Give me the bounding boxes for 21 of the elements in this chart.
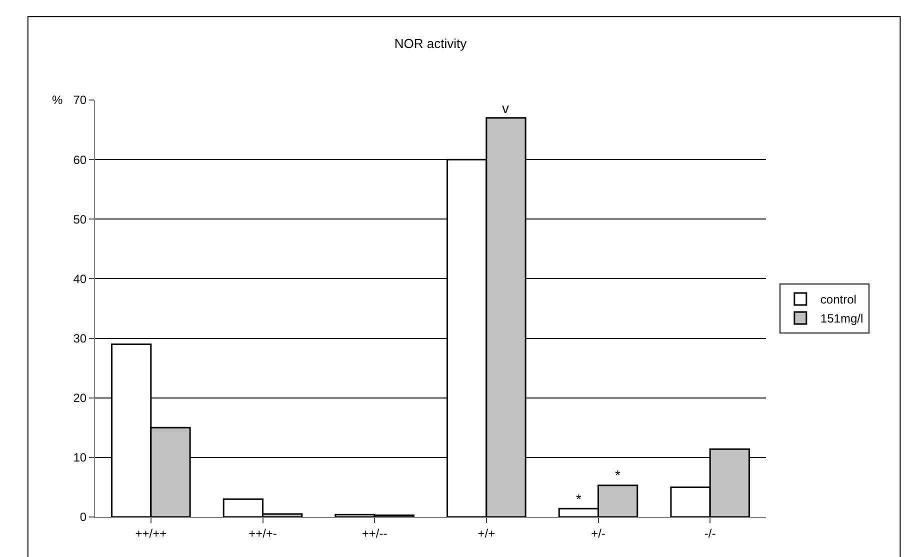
x-tick-label: ++/++	[135, 526, 167, 540]
y-tick-label: 60	[73, 152, 87, 167]
legend-label: control	[820, 292, 856, 307]
x-tick-label: -/-	[704, 526, 716, 540]
annotation: *	[576, 491, 582, 507]
y-axis-title: %	[52, 93, 63, 107]
annotation: *	[615, 467, 621, 483]
annotation: v	[502, 100, 509, 116]
y-tick-label: 50	[73, 212, 87, 226]
x-tick-label: ++/+-	[248, 526, 277, 540]
y-tick-label: 10	[73, 450, 87, 465]
x-tick-label: +/-	[591, 526, 606, 540]
legend-label: 151mg/l	[820, 312, 864, 326]
chart-title: NOR activity	[394, 36, 468, 52]
y-tick-label: 40	[73, 272, 87, 286]
x-tick-label: +/+	[478, 526, 496, 540]
y-tick-label: 0	[80, 510, 87, 524]
y-tick-label: 20	[73, 391, 87, 406]
y-tick-label: 30	[73, 331, 87, 346]
x-tick-label: ++/--	[362, 526, 388, 540]
y-tick-label: 70	[73, 93, 87, 108]
